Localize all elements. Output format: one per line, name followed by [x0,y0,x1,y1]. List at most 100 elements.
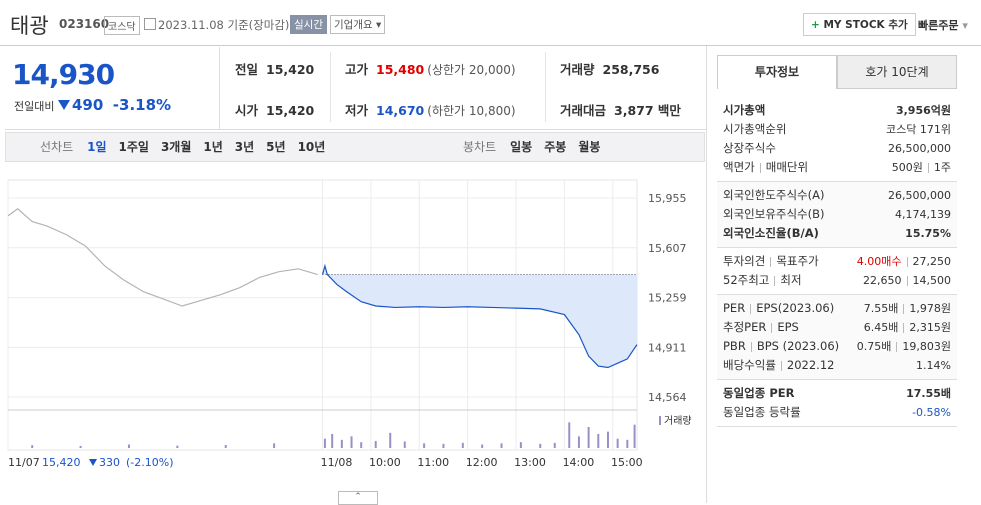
side-label: 매매단위 [765,160,809,174]
side-tab[interactable]: 호가 10단계 [837,55,957,89]
y-tick-label: 15,259 [648,292,687,305]
tab-label: 선차트 [40,140,74,154]
side-values: 15.75% [905,224,951,243]
period-tab[interactable]: 주봉 [544,140,567,154]
side-row: PBR BPS (2023.06) 0.75배 19,803원 [723,337,951,356]
y-tick-label: 14,911 [648,341,687,354]
side-labels: 동일업종 등락률 [723,403,801,422]
side-row: 외국인보유주식수(B) 4,174,139 [723,205,951,224]
period-tab[interactable]: 3개월 [160,140,192,154]
period-tab[interactable]: 1일 [87,140,107,154]
calendar-icon [144,18,156,30]
divider [706,46,707,503]
side-value: 17.55배 [906,387,951,400]
y-tick-label: 15,607 [648,242,687,255]
period-tab[interactable]: 일봉 [510,140,533,154]
volume-bar [606,431,609,448]
side-row: PER EPS(2023.06) 7.55배 1,978원 [723,299,951,318]
realtime-badge[interactable]: 실시간 [290,15,327,34]
side-label: 동일업종 PER [723,386,795,400]
stock-name: 태광 [10,14,49,38]
side-row: 시가총액 3,956억원 [723,101,951,120]
volume-bar [79,445,82,448]
prev-change: 330 [99,456,120,469]
side-value: 19,803원 [902,340,951,353]
side-label: PBR [723,339,746,353]
x-tick-label: 12:00 [466,456,498,469]
volume-bar [539,443,542,448]
x-tick-label: 15:00 [611,456,643,469]
side-group: 외국인한도주식수(A) 26,500,000 외국인보유주식수(B) 4,174,13… [717,182,957,248]
side-label: 동일업종 등락률 [723,405,801,419]
volume-bar [403,441,406,448]
side-group: 투자의견 목표주가 4.00매수 27,250 52주최고 최저 22,650 14,500 [717,248,957,295]
summary-cell: 거래량 258,756 [560,59,659,78]
side-value: 4.00매수 [856,255,902,268]
summary-value: 15,480 [376,62,425,77]
summary-value: 3,877 백만 [614,103,681,118]
side-value: 6.45배 [863,321,899,334]
period-tab[interactable]: 1년 [203,140,223,154]
x-tick-label: 13:00 [514,456,546,469]
x-tick-label: 14:00 [563,456,595,469]
price-line [321,263,638,369]
divider [330,52,331,122]
period-tab[interactable]: 3년 [234,140,255,154]
summary-cell: 전일 15,420 [235,59,314,78]
side-value: 7.55배 [863,302,899,315]
side-value: 26,500,000 [888,189,951,202]
side-label: BPS (2023.06) [756,339,840,353]
side-value: 27,250 [912,255,952,268]
volume-bar [331,434,334,448]
quick-order[interactable]: 빠른주문 ▾ [918,19,968,32]
separator [927,163,929,173]
tab-label: 봉차트 [463,140,497,154]
side-value: 26,500,000 [888,142,951,155]
volume-bar [442,443,445,448]
period-tab[interactable]: 1주일 [118,140,149,154]
side-tab[interactable]: 투자정보 [717,55,837,89]
summary-value: 15,420 [266,103,315,118]
side-labels: 상장주식수 [723,139,776,158]
my-stock-button[interactable]: + MY STOCK 추가 [803,13,916,36]
company-info-button[interactable]: 기업개요 ▾ [330,15,386,34]
summary-cell: 고가 15,480 (상한가 20,000) [345,59,516,78]
separator [774,275,776,286]
side-value: 1.14% [916,359,951,372]
side-value: 14,500 [912,274,952,287]
summary-note: (하한가 10,800) [427,104,516,118]
side-labels: 시가총액순위 [723,120,786,139]
summary-value: 258,756 [602,62,660,77]
volume-bar [31,445,34,448]
volume-bar [340,439,343,448]
volume-bar [568,422,571,448]
side-values: 코스닥 171위 [886,120,951,139]
down-icon [89,459,97,466]
side-label: 외국인보유주식수(B) [723,207,825,221]
side-label: 시가총액 [723,103,766,117]
volume-bar [389,432,392,448]
side-label: EPS(2023.06) [756,301,835,315]
period-tab[interactable]: 10년 [297,140,326,154]
side-row: 시가총액순위 코스닥 171위 [723,120,951,139]
price-line [7,207,318,307]
side-label: 외국인한도주식수(A) [723,188,825,202]
side-value: 1주 [933,161,951,174]
divider [545,52,546,122]
side-value: -0.58% [912,406,951,419]
reference-area [322,265,637,368]
side-labels: 외국인보유주식수(B) [723,205,825,224]
period-tab[interactable]: 5년 [266,140,286,154]
summary-cell: 거래대금 3,877 백만 [560,100,681,119]
side-values: 4,174,139 [895,205,951,224]
period-tab[interactable]: 월봉 [578,140,601,154]
summary-label: 고가 [345,62,369,77]
date: 2023.11.08 기준(장마감) [158,17,289,33]
side-value: 0.75배 [856,340,892,353]
side-values: 3,956억원 [896,101,951,120]
side-values: 0.75배 19,803원 [857,337,951,356]
price: 14,930 [12,58,115,91]
side-values: 6.45배 2,315원 [864,318,951,337]
summary-label: 거래대금 [560,103,607,118]
side-values: 500원 1주 [892,158,951,177]
